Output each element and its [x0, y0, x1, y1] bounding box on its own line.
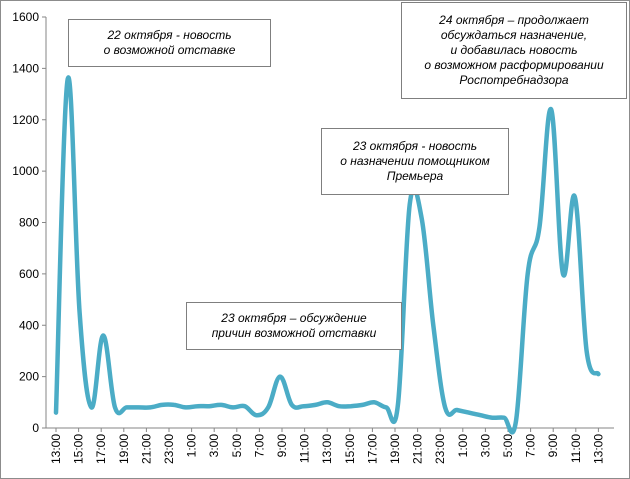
annotation-line: 24 октября – продолжает: [439, 13, 589, 27]
y-tick-label: 400: [19, 318, 39, 332]
y-tick-label: 200: [19, 370, 39, 384]
y-tick-label: 1200: [12, 113, 39, 127]
annotation-line: о назначении помощником: [340, 154, 490, 168]
annotation-line: Премьера: [386, 169, 444, 183]
x-tick-label: 15:00: [72, 434, 86, 464]
x-tick-label: 11:00: [298, 434, 312, 463]
annotation-24-oct: 24 октября – продолжает обсуждаться назн…: [401, 2, 627, 99]
y-tick-label: 1400: [12, 61, 39, 75]
x-tick-label: 13:00: [320, 434, 334, 464]
annotation-line: 23 октября – обсуждение: [221, 311, 367, 325]
x-tick-label: 23:00: [162, 434, 176, 464]
x-tick-label: 17:00: [94, 434, 108, 464]
x-tick-label: 19:00: [117, 434, 131, 464]
annotation-line: причин возможной отставки: [211, 326, 377, 340]
x-tick-label: 5:00: [230, 434, 244, 458]
annotation-line: обсуждаться назначение,: [440, 28, 588, 42]
x-tick-label: 11:00: [569, 434, 583, 463]
x-tick-label: 15:00: [343, 434, 357, 464]
series-line: [53, 75, 601, 435]
annotation-23-oct-discussion: 23 октября – обсуждение причин возможной…: [186, 302, 402, 350]
y-tick-label: 1000: [12, 164, 39, 178]
x-tick-label: 23:00: [433, 434, 447, 464]
y-tick-label: 800: [19, 216, 39, 230]
x-tick-label: 7:00: [524, 434, 538, 458]
x-tick-label: 3:00: [207, 434, 221, 458]
annotation-line: и добавилась новость: [450, 43, 578, 57]
x-tick-label: 9:00: [546, 434, 560, 458]
x-tick-label: 19:00: [388, 434, 402, 464]
annotation-line: о возможной отставке: [103, 43, 236, 57]
x-tick-label: 13:00: [591, 434, 605, 464]
y-tick-label: 0: [32, 421, 39, 435]
y-tick-label: 600: [19, 267, 39, 281]
y-tick-label: 1600: [12, 10, 39, 24]
x-tick-label: 21:00: [411, 434, 425, 464]
annotation-line: 22 октября - новость: [107, 28, 232, 42]
annotation-line: Роспотребнадзора: [459, 73, 569, 87]
x-tick-label: 5:00: [501, 434, 515, 458]
x-tick-label: 3:00: [478, 434, 492, 458]
x-tick-label: 13:00: [49, 434, 63, 464]
annotation-line: 23 октября - новость: [352, 139, 478, 153]
annotation-23-oct-appointment: 23 октября - новость о назначении помощн…: [321, 128, 509, 195]
x-tick-label: 1:00: [185, 434, 199, 458]
annotation-22-oct: 22 октября - новость о возможной отставк…: [68, 19, 271, 67]
x-tick-label: 9:00: [275, 434, 289, 458]
x-tick-label: 21:00: [139, 434, 153, 464]
x-tick-label: 17:00: [365, 434, 379, 464]
annotation-line: о возможном расформировании: [424, 58, 604, 72]
x-tick-label: 1:00: [456, 434, 470, 458]
x-tick-label: 7:00: [252, 434, 266, 458]
